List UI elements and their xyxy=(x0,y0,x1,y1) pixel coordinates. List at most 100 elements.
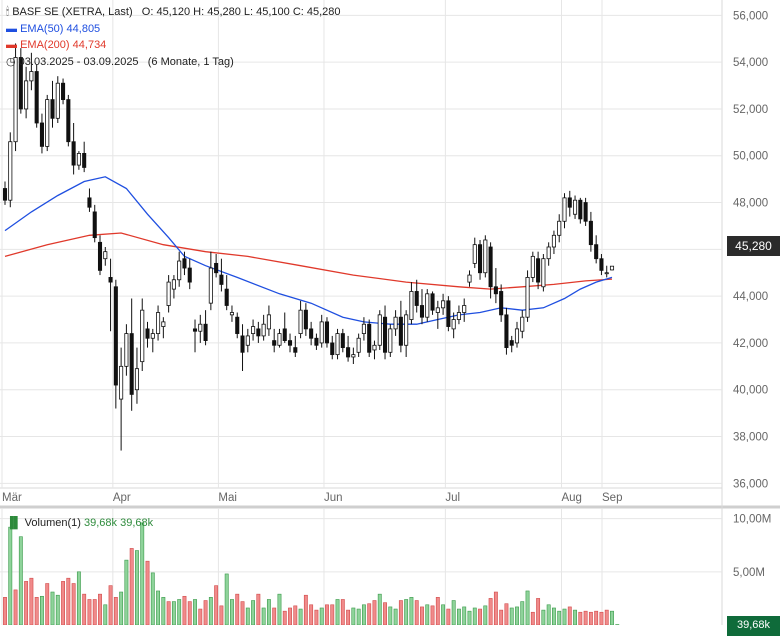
volume-bar xyxy=(584,611,587,625)
candle-body xyxy=(610,266,613,270)
candle-body xyxy=(600,259,603,271)
candle-body xyxy=(30,72,33,81)
candle-body xyxy=(410,291,413,319)
volume-bar xyxy=(93,599,96,625)
volume-bar xyxy=(98,594,101,625)
volume-bar xyxy=(267,599,270,625)
candle-body xyxy=(257,329,260,336)
volume-bar xyxy=(505,604,508,625)
ema200-line xyxy=(5,233,612,289)
candle-body xyxy=(468,275,471,282)
volume-bar xyxy=(510,608,513,625)
volume-bar xyxy=(325,605,328,625)
volume-bar xyxy=(46,584,49,625)
volume-bar xyxy=(531,612,534,625)
candle-body xyxy=(230,313,233,315)
candle-body xyxy=(389,329,392,352)
candle-body xyxy=(246,336,249,345)
candle-body xyxy=(46,100,49,147)
volume-bar xyxy=(172,602,175,625)
ema50-legend[interactable]: ▬ EMA(50) 44,805 xyxy=(6,23,100,35)
candle-body xyxy=(341,334,344,348)
volume-bar xyxy=(220,606,223,625)
candle-body xyxy=(167,282,170,305)
candle-body xyxy=(14,57,17,141)
volume-bar xyxy=(436,597,439,625)
volume-bar xyxy=(109,586,112,625)
volume-bar xyxy=(420,607,423,625)
candle-body xyxy=(9,142,12,200)
x-tick-label: Aug xyxy=(561,492,581,504)
y-tick-label: 52,000 xyxy=(733,104,768,116)
ema200-line-group xyxy=(5,233,612,289)
candle-body xyxy=(77,153,80,165)
volume-bar xyxy=(304,595,307,625)
candle-body xyxy=(536,259,539,282)
candle-body xyxy=(357,338,360,352)
candle-body xyxy=(552,235,555,247)
volume-bar xyxy=(146,561,149,625)
volume-bar xyxy=(352,608,355,625)
candle-body xyxy=(262,324,265,336)
y-tick-label: 50,000 xyxy=(733,151,768,163)
volume-bar xyxy=(579,612,582,625)
volume-bar xyxy=(457,609,460,625)
volume-legend: ▐▌ Volumen(1) 39,68k 39,68k xyxy=(6,517,153,529)
volume-bar xyxy=(104,605,107,625)
volume-series xyxy=(3,523,619,625)
candle-body xyxy=(51,100,54,119)
candle-body xyxy=(484,240,487,273)
volume-bar xyxy=(278,594,281,625)
ema200-legend[interactable]: ▬ EMA(200) 44,734 xyxy=(6,39,106,51)
volume-bar xyxy=(72,584,75,625)
candle-body xyxy=(225,289,228,305)
candle-body xyxy=(236,317,239,333)
volume-bar xyxy=(315,610,318,625)
ema50-label: EMA(50) xyxy=(20,23,63,35)
candle-body xyxy=(188,268,191,282)
candle-body xyxy=(98,242,101,270)
candle-body xyxy=(315,338,318,345)
volume-bar xyxy=(415,601,418,625)
candle-body xyxy=(510,341,513,346)
candle-body xyxy=(325,322,328,343)
candle-body xyxy=(595,245,598,259)
volume-bar xyxy=(246,608,249,625)
volume-bar xyxy=(193,599,196,625)
ema50-line xyxy=(5,177,612,324)
candle-body xyxy=(331,343,334,355)
candle-body xyxy=(457,313,460,320)
volume-bar xyxy=(373,601,376,625)
volume-bar xyxy=(478,609,481,625)
x-tick-label: Apr xyxy=(113,492,131,504)
volume-bar xyxy=(568,607,571,625)
candle-body xyxy=(526,277,529,317)
candle-body xyxy=(125,334,128,367)
volume-bar xyxy=(410,597,413,625)
date-range: 03.03.2025 - 03.09.2025 xyxy=(19,56,139,68)
volume-bar xyxy=(399,601,402,625)
candle-body xyxy=(605,273,608,274)
volume-bars-icon: ▐▌ xyxy=(6,517,22,529)
volume-bar xyxy=(526,591,529,625)
volume-bar xyxy=(552,608,555,625)
candle-body xyxy=(310,329,313,338)
clock-icon: ◷ xyxy=(6,56,16,68)
volume-bar xyxy=(489,598,492,625)
candle-body xyxy=(573,200,576,214)
candle-body xyxy=(515,329,518,343)
volume-tick-label: 5,00M xyxy=(733,567,765,579)
candle-body xyxy=(505,315,508,348)
volume-bar xyxy=(241,602,244,625)
candle-body xyxy=(251,327,254,334)
volume-bar xyxy=(389,607,392,625)
volume-bar xyxy=(3,597,6,625)
ema200-swatch-icon: ▬ xyxy=(6,39,17,51)
volume-bar xyxy=(542,610,545,625)
candle-body xyxy=(568,198,571,207)
candle-body xyxy=(494,287,497,294)
volume-bar xyxy=(515,607,518,625)
ema200-value: 44,734 xyxy=(73,39,107,51)
candle-body xyxy=(378,315,381,345)
